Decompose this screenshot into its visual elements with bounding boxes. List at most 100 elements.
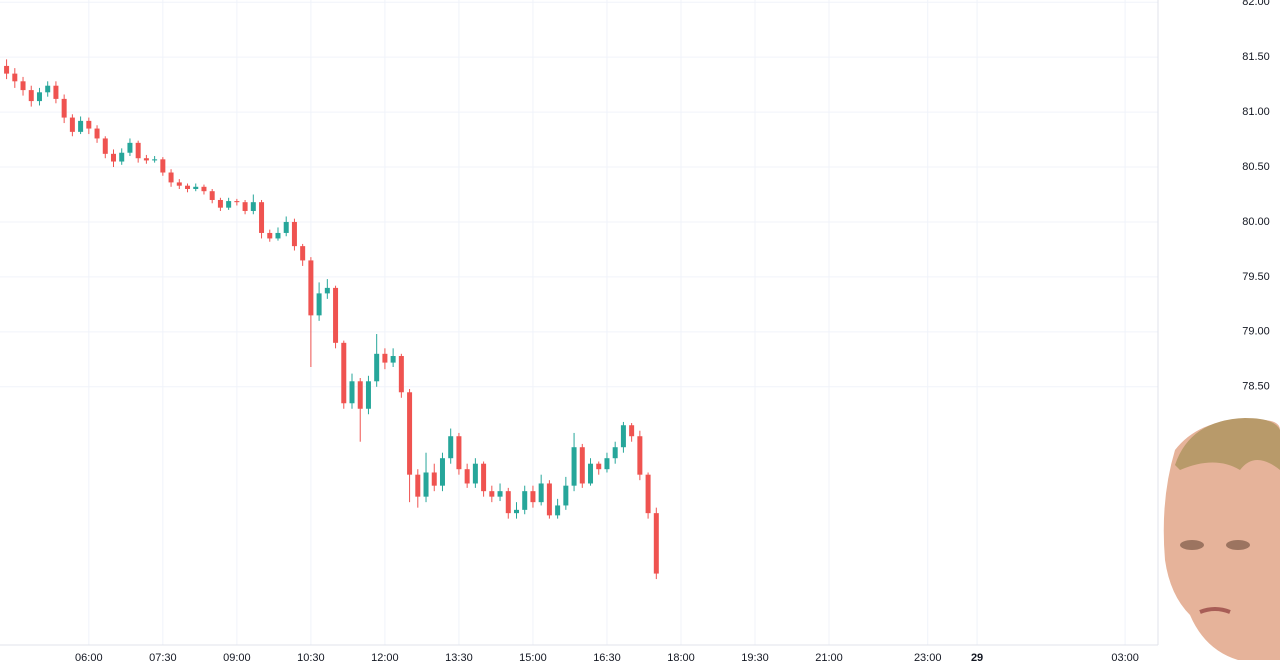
candle-body xyxy=(217,199,223,208)
candle-body xyxy=(283,221,289,233)
candle-body xyxy=(390,356,396,363)
candle-body xyxy=(555,505,561,516)
candle-body xyxy=(20,81,26,91)
candle-body xyxy=(629,425,635,437)
candle-body xyxy=(333,287,339,343)
candle-body xyxy=(291,221,297,247)
candle-body xyxy=(456,436,462,470)
candle-body xyxy=(349,381,355,404)
x-tick-label: 07:30 xyxy=(149,652,177,664)
candle-body xyxy=(250,202,256,211)
candle-body xyxy=(160,159,166,173)
x-tick-label: 19:30 xyxy=(741,652,769,664)
candle-body xyxy=(423,472,429,497)
y-tick-label: 82.00 xyxy=(1242,0,1270,8)
candle-body xyxy=(176,182,182,186)
candle-body xyxy=(579,447,585,484)
y-tick-label: 79.00 xyxy=(1242,326,1270,338)
x-tick-label: 03:00 xyxy=(1111,652,1139,664)
x-tick-label: 16:30 xyxy=(593,652,621,664)
x-tick-label: 09:00 xyxy=(223,652,251,664)
candle-body xyxy=(234,201,240,203)
candle-body xyxy=(242,202,248,211)
candle-body xyxy=(201,186,207,192)
candle-body xyxy=(110,153,116,162)
candle-body xyxy=(365,381,371,409)
candle-body xyxy=(472,463,478,484)
candle-body xyxy=(193,186,199,189)
candle-body xyxy=(448,436,454,459)
candle-body xyxy=(168,172,174,183)
candle-body xyxy=(308,260,314,316)
candle-body xyxy=(143,158,149,161)
candle-body xyxy=(209,191,215,200)
candle-body xyxy=(398,356,404,393)
x-tick-label: 12:00 xyxy=(371,652,399,664)
y-tick-label: 79.50 xyxy=(1242,271,1270,283)
candle-body xyxy=(275,232,281,239)
candle-body xyxy=(69,117,75,132)
candle-body xyxy=(12,73,18,82)
candle-body xyxy=(382,353,388,363)
candle-body xyxy=(571,447,577,486)
x-tick-label: 06:00 xyxy=(75,652,103,664)
candle-body xyxy=(61,98,67,118)
candle-body xyxy=(45,85,51,93)
candle-body xyxy=(53,85,59,99)
y-tick-label: 80.50 xyxy=(1242,161,1270,173)
candle-body xyxy=(102,138,108,154)
y-tick-label: 81.50 xyxy=(1242,51,1270,63)
candle-body xyxy=(481,463,487,492)
candle-body xyxy=(431,472,437,486)
candle-body xyxy=(127,142,133,153)
candle-body xyxy=(119,152,125,162)
candle-body xyxy=(439,458,445,486)
candle-body xyxy=(152,159,158,161)
candle-body xyxy=(505,491,511,514)
y-tick-label: 78.50 xyxy=(1242,381,1270,393)
candle-body xyxy=(604,458,610,470)
candle-body xyxy=(259,202,265,233)
candle-body xyxy=(4,65,10,74)
candle-body xyxy=(267,232,273,239)
candle-body xyxy=(36,92,42,102)
candle-body xyxy=(489,491,495,497)
candle-body xyxy=(86,120,92,129)
candle-body xyxy=(28,90,34,102)
candle-body xyxy=(226,201,232,208)
candle-body xyxy=(341,342,347,404)
candle-body xyxy=(185,185,191,189)
grid xyxy=(0,0,1158,645)
candle-body xyxy=(357,381,363,409)
candle-body xyxy=(407,392,413,475)
x-tick-label: 21:00 xyxy=(815,652,843,664)
candle-body xyxy=(596,463,602,470)
candle-body xyxy=(653,513,659,574)
candle-body xyxy=(620,425,626,448)
candle-body xyxy=(316,293,322,316)
x-tick-label: 23:00 xyxy=(914,652,942,664)
candle-body xyxy=(530,491,536,503)
y-tick-label: 80.00 xyxy=(1242,216,1270,228)
candle-body xyxy=(135,142,141,159)
candle-body xyxy=(94,128,100,139)
candle-body xyxy=(563,485,569,506)
candle-body xyxy=(588,463,594,484)
x-tick-label: 18:00 xyxy=(667,652,695,664)
x-tick-label: 29 xyxy=(971,652,983,664)
candle-body xyxy=(497,491,503,497)
candle-body xyxy=(78,120,84,132)
candle-body xyxy=(612,447,618,459)
candle-body xyxy=(645,474,651,514)
candle-body xyxy=(300,246,306,261)
face-overlay xyxy=(1163,418,1280,660)
candle-body xyxy=(415,474,421,497)
x-tick-label: 15:00 xyxy=(519,652,547,664)
candle-body xyxy=(324,287,330,294)
x-tick-label: 10:30 xyxy=(297,652,325,664)
candle-body xyxy=(637,436,643,475)
candle-body xyxy=(522,491,528,510)
candles xyxy=(4,59,659,580)
candle-body xyxy=(538,483,544,503)
